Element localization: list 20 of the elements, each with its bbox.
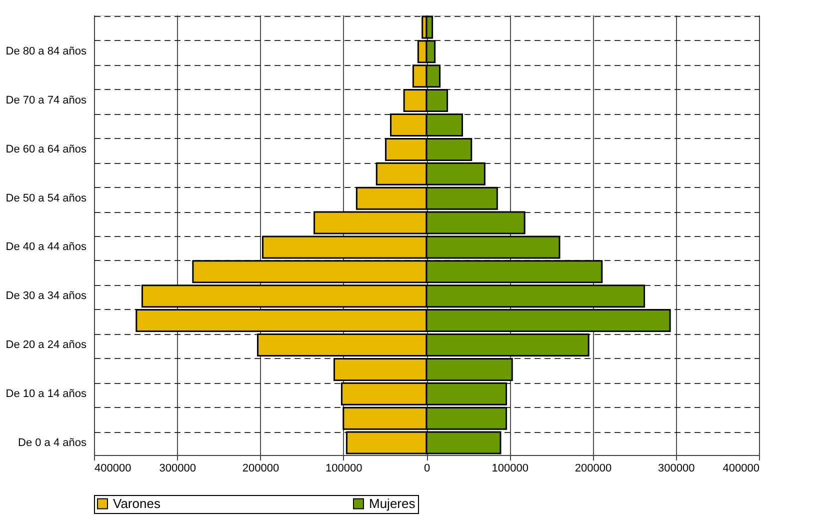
legend-label: Varones [113,496,161,511]
legend-label: Mujeres [369,496,416,511]
x-tick-label: 300000 [159,462,196,474]
y-tick-label: De 0 a 4 años [18,436,87,449]
y-tick-label: De 30 a 34 años [6,290,87,302]
y-tick-label: De 20 a 24 años [6,339,87,351]
x-tick-label: 400000 [94,462,132,474]
x-tick-label: 400000 [722,462,760,474]
x-tick-label: 0 [424,462,430,474]
x-tick-label: 100000 [492,462,528,474]
y-tick-label: De 70 a 74 años [6,94,87,107]
x-tick-label: 100000 [326,462,362,474]
y-tick-label: De 80 a 84 años [6,46,87,58]
y-tick-label: De 40 a 44 años [6,241,87,254]
x-tick-label: 200000 [574,462,612,474]
y-tick-label: De 10 a 14 años [6,388,87,400]
x-tick-label: 300000 [658,462,695,474]
y-tick-label: De 50 a 54 años [6,192,87,204]
y-tick-label: De 60 a 64 años [6,143,87,156]
x-tick-label: 200000 [242,462,280,474]
